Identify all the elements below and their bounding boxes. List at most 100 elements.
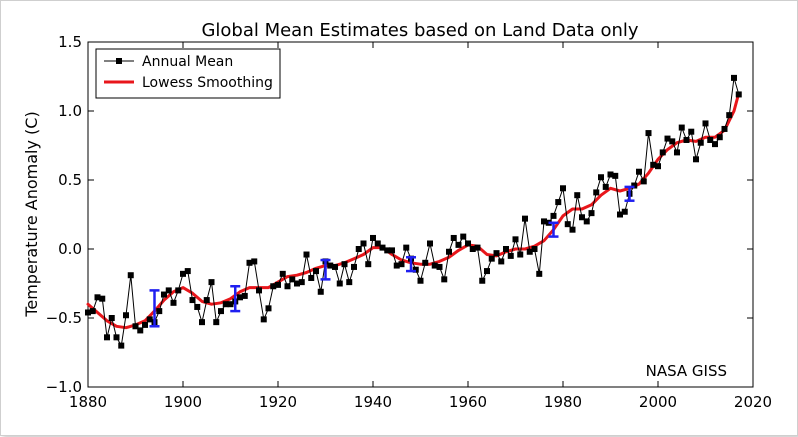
x-tick-label: 1960 [449, 393, 487, 411]
annual-mean-point [156, 308, 163, 315]
annual-mean-point [555, 199, 562, 206]
annual-mean-point [460, 233, 467, 240]
y-tick-label: 0.0 [58, 240, 82, 258]
annual-mean-point [474, 244, 481, 251]
annual-mean-point [536, 270, 543, 277]
annual-mean-point [422, 259, 429, 266]
plot-area [87, 41, 754, 388]
annual-mean-point [165, 287, 172, 294]
y-tick-label: 0.5 [58, 171, 82, 189]
annual-mean-point [412, 266, 419, 273]
annual-mean-point [336, 280, 343, 287]
annual-mean-point [431, 262, 438, 269]
annual-mean-point [498, 258, 505, 265]
annual-mean-point [465, 240, 471, 247]
y-tick-label: 1.0 [58, 102, 82, 120]
legend-annual-label: Annual Mean [142, 54, 233, 70]
annual-mean-point [650, 161, 657, 168]
annual-mean-point [303, 251, 310, 258]
annual-mean-point [726, 112, 733, 119]
annual-mean-point [260, 316, 267, 323]
annual-mean-point [583, 218, 590, 225]
annual-mean-point [550, 212, 557, 219]
annual-mean-point [564, 221, 571, 228]
annual-mean-point [417, 277, 424, 284]
annual-mean-point [479, 277, 486, 284]
annual-mean-point [436, 263, 443, 270]
annual-mean-point [507, 252, 514, 259]
legend-annual-marker [116, 58, 122, 64]
annual-mean-point [246, 259, 253, 266]
annual-mean-point [113, 334, 120, 341]
annual-mean-point [640, 178, 647, 185]
legend-lowess-label: Lowess Smoothing [142, 75, 273, 91]
annual-mean-point [346, 279, 353, 286]
y-tick-label: 1.5 [58, 33, 82, 51]
y-tick-label: −0.5 [46, 309, 82, 327]
annual-mean-point [137, 327, 144, 334]
annual-mean-point [655, 163, 661, 170]
annual-mean-point [270, 283, 277, 290]
annual-mean-point [108, 315, 115, 321]
annual-mean-point [712, 141, 718, 148]
annual-mean-point [455, 241, 462, 248]
annual-mean-point [265, 305, 272, 312]
annual-mean-point [175, 287, 182, 294]
annual-mean-point [645, 130, 652, 137]
annual-mean-point [118, 342, 125, 349]
annual-mean-point [161, 291, 167, 298]
error-bar [230, 285, 241, 313]
annual-mean-point [389, 247, 395, 254]
annual-mean-point [127, 272, 134, 279]
annual-mean-point [579, 214, 585, 221]
annual-mean-point [132, 323, 139, 330]
x-tick-label: 2020 [734, 393, 772, 411]
annual-mean-point [659, 149, 666, 156]
annual-mean-point [393, 262, 400, 269]
annual-mean-point [222, 301, 229, 308]
annual-mean-point [308, 274, 315, 281]
annual-mean-point [664, 135, 671, 142]
annual-mean-point [194, 303, 201, 310]
annual-mean-point [621, 208, 628, 215]
annual-mean-point [683, 136, 690, 143]
annual-mean-point [218, 308, 224, 315]
annual-mean-point [678, 124, 685, 131]
annual-mean-point [598, 174, 604, 181]
annual-mean-point [256, 287, 262, 294]
annual-mean-point [574, 192, 581, 199]
annual-mean-point [123, 312, 129, 319]
annual-mean-point [617, 211, 623, 218]
annual-mean-point [697, 139, 704, 146]
annual-mean-point [146, 316, 153, 323]
chart-title: Global Mean Estimates based on Land Data… [201, 20, 638, 41]
annual-mean-point [541, 218, 547, 225]
annual-mean-point [313, 268, 319, 275]
y-axis-label: Temperature Anomaly (C) [22, 111, 41, 317]
annual-mean-point [503, 246, 509, 252]
annual-mean-point [374, 240, 381, 247]
x-tick-label: 2000 [639, 393, 677, 411]
annual-mean-point [403, 244, 410, 251]
annual-mean-point [332, 263, 338, 270]
annual-mean-point [427, 240, 433, 247]
annual-mean-point [688, 128, 695, 135]
annual-mean-point [360, 240, 367, 247]
error-bar [320, 258, 331, 281]
error-bar [149, 289, 160, 328]
annual-mean-point [275, 281, 281, 288]
axis-ticks: 1880 1900 1920 1940 1960 1980 2000 2020 −1.0 −0.5… [46, 33, 773, 411]
annual-mean-point [104, 334, 110, 341]
annual-mean-point [674, 149, 680, 156]
annual-mean-point [189, 297, 196, 304]
annual-mean-point [284, 283, 291, 290]
annual-mean-point [384, 247, 391, 254]
annual-mean-point [298, 279, 305, 286]
annual-mean-point [446, 248, 452, 255]
annual-mean-point [716, 134, 723, 141]
annual-mean-point [351, 263, 357, 270]
annual-mean-point [569, 226, 576, 233]
annual-mean-point [531, 246, 538, 252]
annual-mean-point [170, 299, 177, 306]
annual-mean-point [85, 309, 91, 316]
